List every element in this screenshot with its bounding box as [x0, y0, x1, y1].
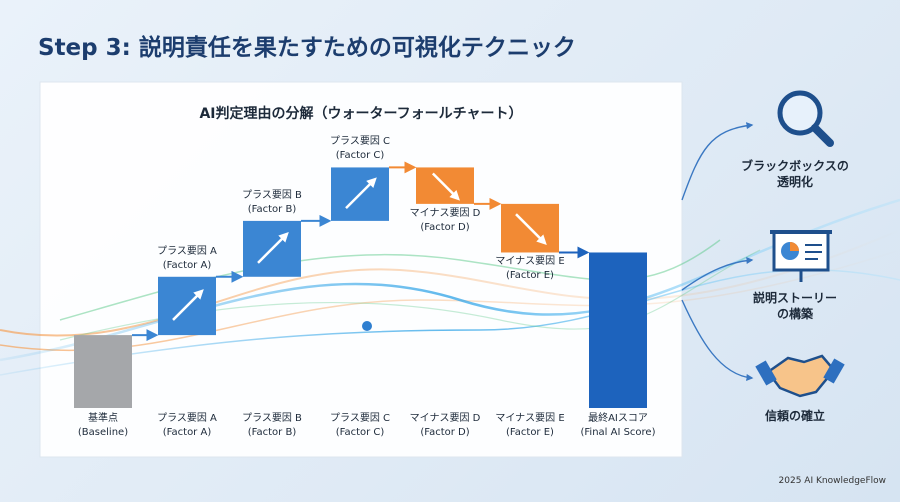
benefit-label: 説明ストーリー の構築 — [752, 291, 837, 321]
bar-arrow — [172, 289, 204, 321]
bar-arrow — [345, 177, 377, 210]
x-tick-label: プラス要因 B (Factor B) — [242, 413, 302, 438]
bar-label: プラス要因 C (Factor C) — [330, 136, 390, 162]
bar-arrow — [431, 172, 460, 201]
bar-arrow — [257, 232, 289, 264]
page-title: Step 3: 説明責任を果たすための可視化テクニック — [38, 35, 576, 61]
bar-label: プラス要因 B (Factor B) — [242, 189, 302, 215]
x-tick-label: マイナス要因 E (Factor E) — [495, 413, 565, 438]
benefit-label: 信頼の確立 — [764, 409, 825, 423]
x-tick-label: 最終AIスコア (Final AI Score) — [580, 413, 656, 438]
footer: 2025 AI KnowledgeFlow — [778, 476, 886, 486]
bar-label: マイナス要因 D (Factor D) — [409, 207, 481, 233]
icon-magnifier — [777, 90, 834, 147]
bar — [589, 252, 647, 408]
bar-arrow — [515, 213, 547, 246]
chart-title: AI判定理由の分解（ウォーターフォールチャート） — [199, 106, 523, 122]
x-tick-label: 基準点 (Baseline) — [77, 413, 129, 438]
bar-label: マイナス要因 E (Factor E) — [495, 256, 565, 282]
x-tick-label: プラス要因 C (Factor C) — [330, 413, 390, 438]
icon-handshake — [755, 354, 845, 398]
x-tick-label: プラス要因 A (Factor A) — [157, 413, 217, 438]
bar — [74, 335, 132, 408]
benefit-label: ブラックボックスの 透明化 — [741, 159, 849, 189]
icon-presentation — [770, 230, 832, 282]
bar-label: プラス要因 A (Factor A) — [157, 245, 217, 271]
benefit-arrows — [681, 122, 754, 381]
x-tick-label: マイナス要因 D (Factor D) — [409, 413, 481, 438]
